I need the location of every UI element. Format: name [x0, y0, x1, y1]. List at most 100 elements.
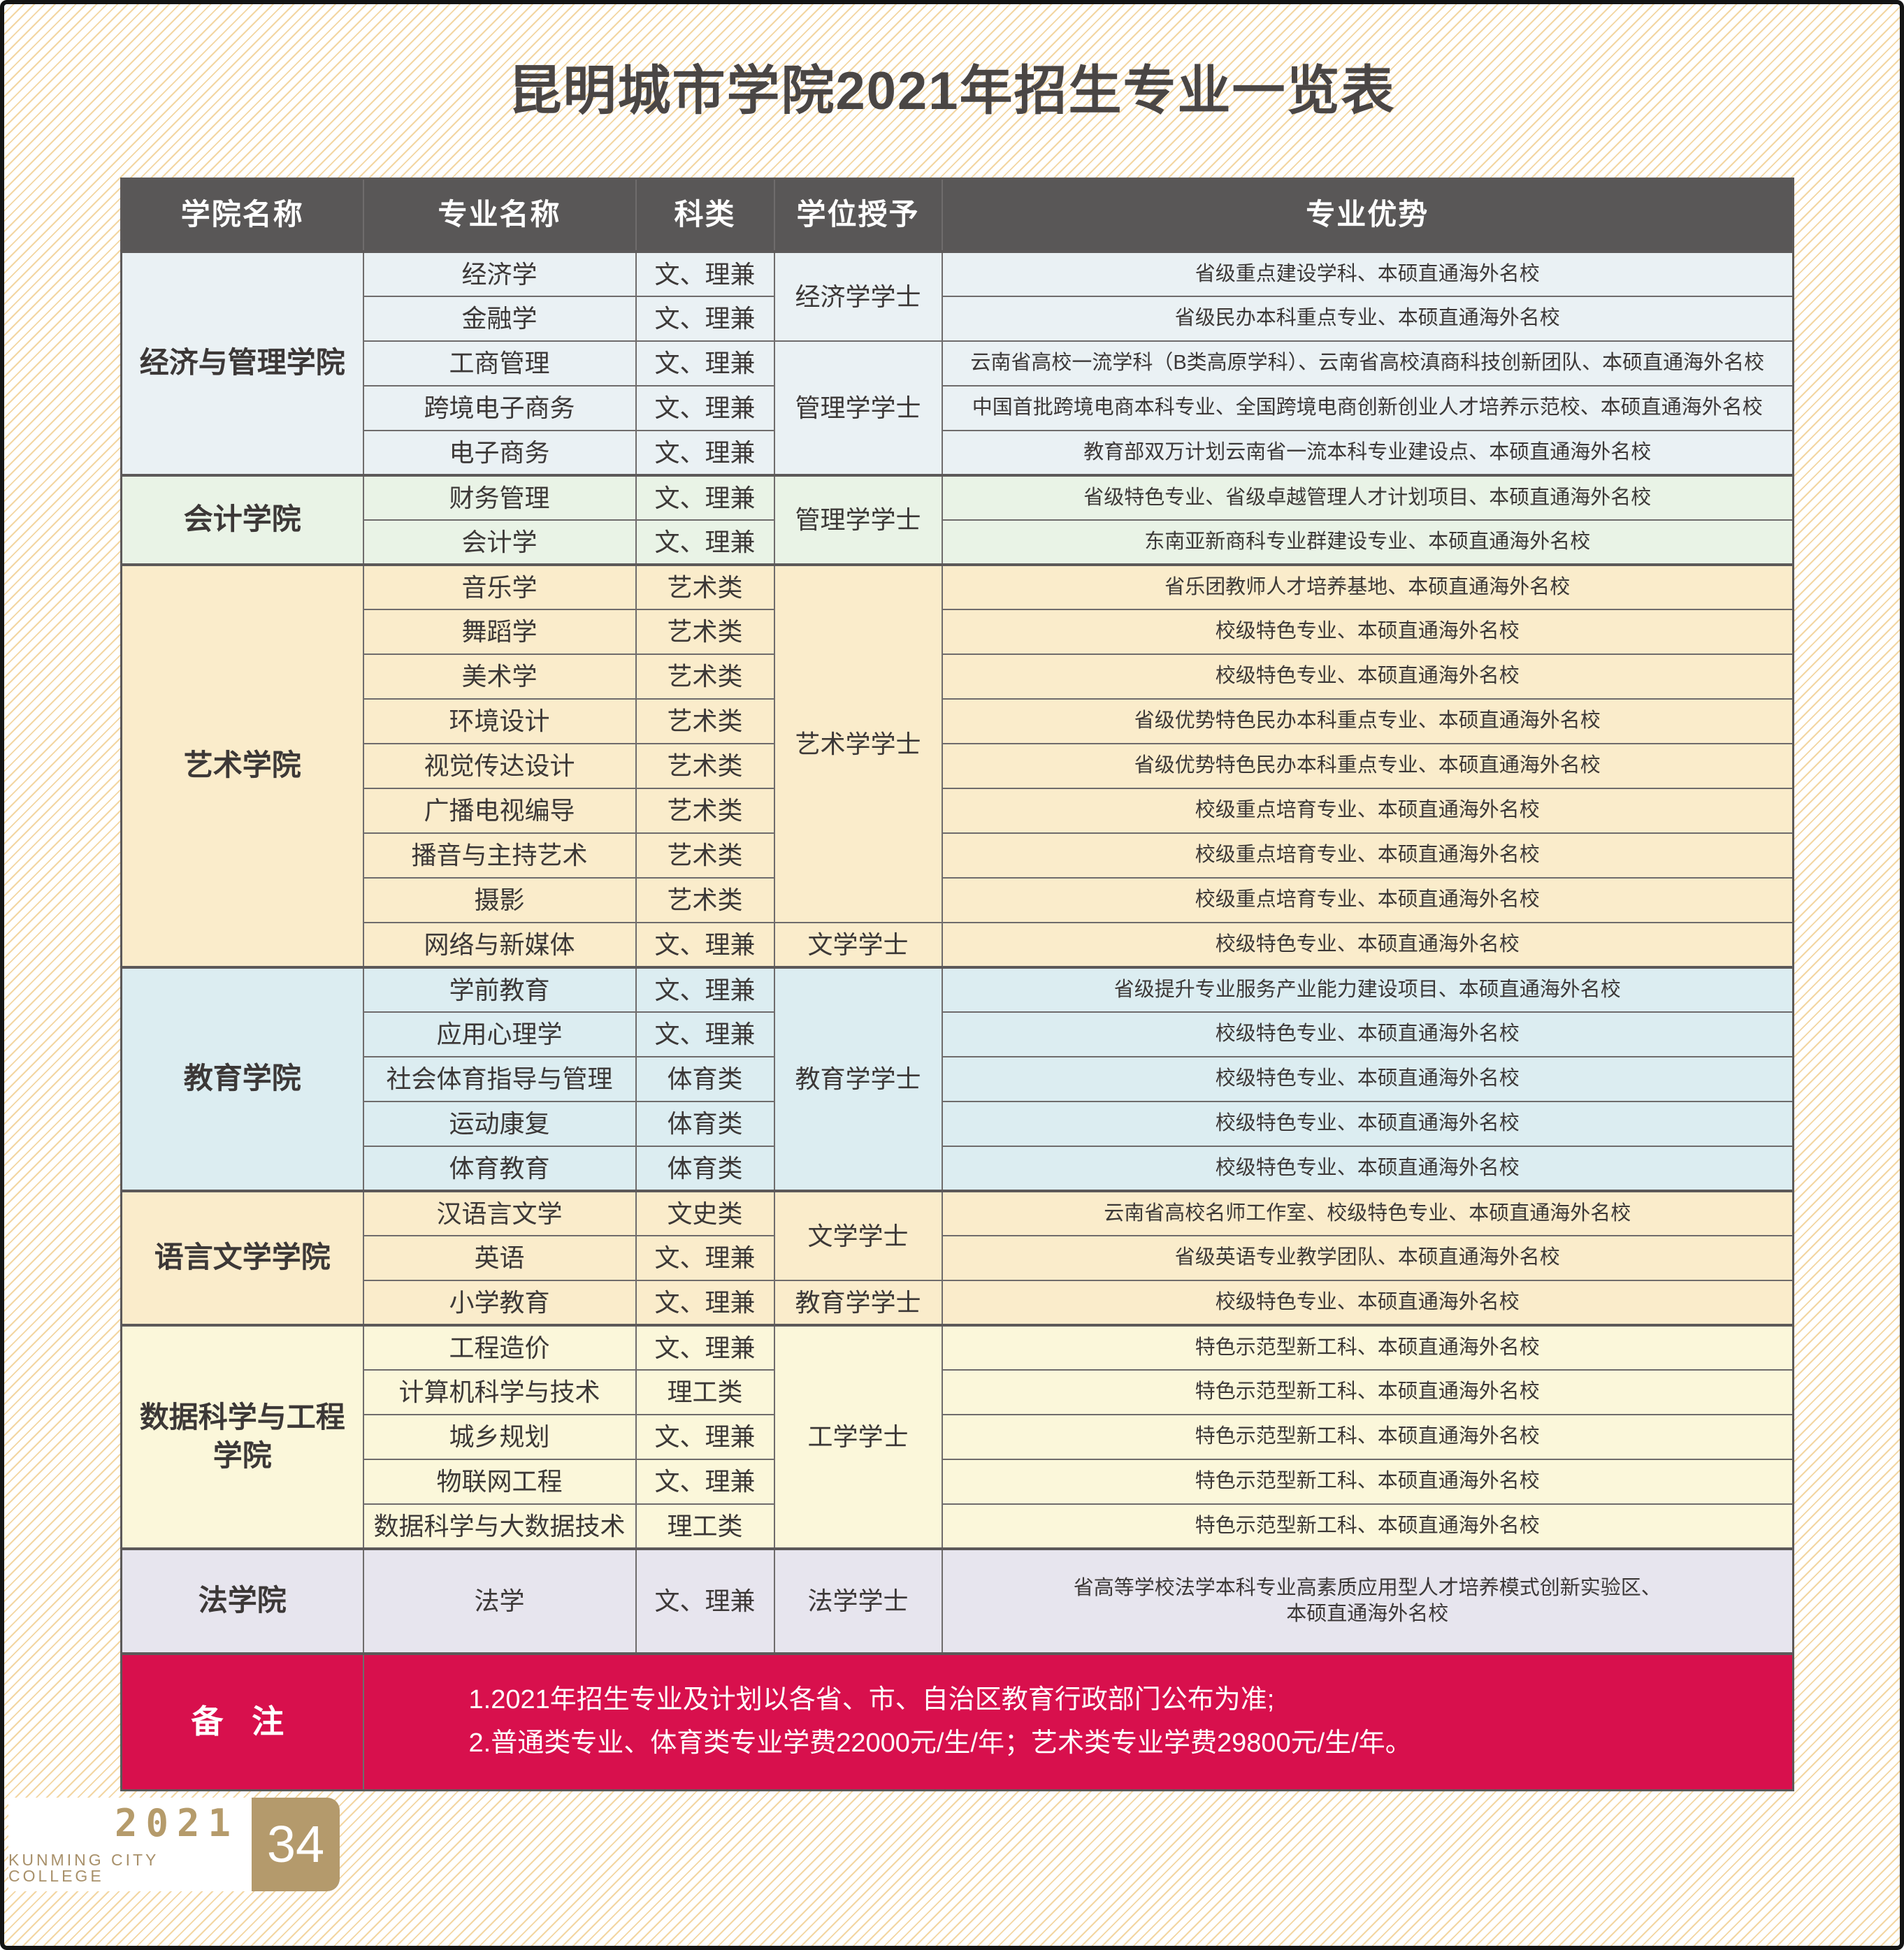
table-row: 广播电视编导 艺术类 校级重点培育专业、本硕直通海外名校	[122, 787, 1794, 834]
major-cell: 财务管理	[362, 473, 637, 521]
advantage-cell: 特色示范型新工科、本硕直通海外名校	[941, 1323, 1794, 1371]
category-cell: 艺术类	[635, 698, 775, 744]
category-cell: 艺术类	[635, 787, 775, 834]
category-cell: 文、理兼	[635, 340, 775, 387]
table-row: 教育学院 学前教育 文、理兼 教育学学士 省级提升专业服务产业能力建设项目、本硕…	[120, 965, 1794, 1192]
advantage-cell: 校级重点培育专业、本硕直通海外名校	[941, 876, 1794, 923]
category-cell: 艺术类	[635, 832, 775, 879]
major-cell: 法学	[362, 1547, 637, 1654]
footer-brand: 2021 KUNMING CITY COLLEGE	[8, 1798, 252, 1891]
category-cell: 文、理兼	[635, 1458, 775, 1505]
table-row: 数据科学与大数据技术 理工类 特色示范型新工科、本硕直通海外名校	[122, 1503, 1794, 1550]
page-number: 34	[266, 1815, 325, 1873]
page-title: 昆明城市学院2021年招生专业一览表	[508, 62, 1396, 121]
degree-cell: 教育学学士	[773, 1279, 943, 1326]
major-cell: 数据科学与大数据技术	[362, 1503, 637, 1550]
major-cell: 学前教育	[362, 965, 637, 1013]
table-row: 跨境电子商务 文、理兼 中国首批跨境电商本科专业、全国跨境电商创新创业人才培养示…	[122, 384, 1794, 431]
header-cell-major: 专业名称	[362, 178, 637, 252]
degree-cell: 教育学学士	[773, 965, 943, 1192]
major-cell: 物联网工程	[362, 1458, 637, 1505]
major-cell: 电子商务	[362, 429, 637, 476]
major-cell: 计算机科学与技术	[362, 1368, 637, 1415]
major-cell: 城乡规划	[362, 1413, 637, 1460]
header-cell-advantage: 专业优势	[941, 178, 1794, 252]
category-cell: 艺术类	[635, 876, 775, 923]
category-cell: 艺术类	[635, 563, 775, 610]
table-row: 艺术学院 音乐学 艺术类 艺术学学士 省乐团教师人才培养基地、本硕直通海外名校	[120, 563, 1794, 968]
major-cell: 摄影	[362, 876, 637, 923]
major-cell: 金融学	[362, 295, 637, 342]
category-cell: 文、理兼	[635, 250, 775, 297]
table-row: 环境设计 艺术类 省级优势特色民办本科重点专业、本硕直通海外名校	[122, 698, 1794, 744]
advantage-cell: 校级特色专业、本硕直通海外名校	[941, 1100, 1794, 1147]
table-row: 运动康复 体育类 校级特色专业、本硕直通海外名校	[122, 1100, 1794, 1147]
advantage-cell: 省级特色专业、省级卓越管理人才计划项目、本硕直通海外名校	[941, 473, 1794, 521]
advantage-cell: 校级特色专业、本硕直通海外名校	[941, 1145, 1794, 1192]
major-cell: 环境设计	[362, 698, 637, 744]
major-cell: 美术学	[362, 653, 637, 700]
major-cell: 运动康复	[362, 1100, 637, 1147]
table-row: 播音与主持艺术 艺术类 校级重点培育专业、本硕直通海外名校	[122, 832, 1794, 879]
advantage-cell: 东南亚新商科专业群建设专业、本硕直通海外名校	[941, 519, 1794, 565]
degree-cell: 法学学士	[773, 1547, 943, 1654]
advantage-cell: 省高等学校法学本科专业高素质应用型人才培养模式创新实验区、 本硕直通海外名校	[941, 1547, 1794, 1654]
remark-text: 1.2021年招生专业及计划以各省、市、自治区教育行政部门公布为准; 2.普通类…	[362, 1652, 1794, 1791]
advantage-cell: 校级重点培育专业、本硕直通海外名校	[941, 787, 1794, 834]
major-cell: 英语	[362, 1234, 637, 1281]
category-cell: 艺术类	[635, 653, 775, 700]
table-row: 城乡规划 文、理兼 特色示范型新工科、本硕直通海外名校	[122, 1413, 1794, 1460]
table-row: 体育教育 体育类 校级特色专业、本硕直通海外名校	[122, 1145, 1794, 1192]
category-cell: 文、理兼	[635, 1413, 775, 1460]
header-cell-degree: 学位授予	[773, 178, 943, 252]
major-cell: 体育教育	[362, 1145, 637, 1192]
table-row: 电子商务 文、理兼 教育部双万计划云南省一流本科专业建设点、本硕直通海外名校	[122, 429, 1794, 476]
advantage-cell: 特色示范型新工科、本硕直通海外名校	[941, 1458, 1794, 1505]
category-cell: 文、理兼	[635, 384, 775, 431]
table-row: 数据科学与工程学院 工程造价 文、理兼 工学学士 特色示范型新工科、本硕直通海外…	[120, 1323, 1794, 1550]
table-row: 应用心理学 文、理兼 校级特色专业、本硕直通海外名校	[122, 1011, 1794, 1057]
major-cell: 小学教育	[362, 1279, 637, 1326]
footer-year: 2021	[114, 1801, 239, 1845]
table-row: 网络与新媒体 文、理兼 文学学士 校级特色专业、本硕直通海外名校	[122, 921, 1794, 968]
table-row: 美术学 艺术类 校级特色专业、本硕直通海外名校	[122, 653, 1794, 700]
category-cell: 理工类	[635, 1368, 775, 1415]
table-row: 物联网工程 文、理兼 特色示范型新工科、本硕直通海外名校	[122, 1458, 1794, 1505]
table-row: 英语 文、理兼 省级英语专业教学团队、本硕直通海外名校	[122, 1234, 1794, 1281]
degree-cell: 艺术学学士	[773, 563, 943, 923]
major-cell: 广播电视编导	[362, 787, 637, 834]
category-cell: 体育类	[635, 1055, 775, 1102]
major-cell: 汉语言文学	[362, 1189, 637, 1236]
table-row: 舞蹈学 艺术类 校级特色专业、本硕直通海外名校	[122, 608, 1794, 655]
major-cell: 视觉传达设计	[362, 742, 637, 789]
major-cell: 跨境电子商务	[362, 384, 637, 431]
table-row: 计算机科学与技术 理工类 特色示范型新工科、本硕直通海外名校	[122, 1368, 1794, 1415]
header-cell-college: 学院名称	[120, 178, 364, 252]
category-cell: 文、理兼	[635, 965, 775, 1013]
category-cell: 文、理兼	[635, 921, 775, 968]
advantage-cell: 省级优势特色民办本科重点专业、本硕直通海外名校	[941, 698, 1794, 744]
advantage-cell: 省乐团教师人才培养基地、本硕直通海外名校	[941, 563, 1794, 610]
table-row: 语言文学学院 汉语言文学 文史类 文学学士 云南省高校名师工作室、校级特色专业、…	[120, 1189, 1794, 1326]
advantage-cell: 校级特色专业、本硕直通海外名校	[941, 921, 1794, 968]
category-cell: 文史类	[635, 1189, 775, 1236]
category-cell: 文、理兼	[635, 519, 775, 565]
advantage-cell: 特色示范型新工科、本硕直通海外名校	[941, 1503, 1794, 1550]
majors-table: 学院名称 专业名称 科类 学位授予 专业优势 经济与管理学院 经济学 文、理兼 …	[120, 178, 1794, 1791]
college-cell: 经济与管理学院	[120, 250, 364, 476]
remark-label: 备 注	[120, 1652, 364, 1791]
header-cell-category: 科类	[635, 178, 775, 252]
advantage-cell: 省级优势特色民办本科重点专业、本硕直通海外名校	[941, 742, 1794, 789]
table-row: 摄影 艺术类 校级重点培育专业、本硕直通海外名校	[122, 876, 1794, 923]
table-row: 工商管理 文、理兼 管理学学士 云南省高校一流学科（B类高原学科）、云南省高校滇…	[122, 340, 1794, 476]
degree-cell: 管理学学士	[773, 340, 943, 476]
table-row: 金融学 文、理兼 省级民办本科重点专业、本硕直通海外名校	[122, 295, 1794, 342]
advantage-cell: 校级特色专业、本硕直通海外名校	[941, 1055, 1794, 1102]
table-row: 经济与管理学院 经济学 文、理兼 经济学学士 省级重点建设学科、本硕直通海外名校	[120, 250, 1794, 476]
degree-cell: 文学学士	[773, 1189, 943, 1281]
major-cell: 音乐学	[362, 563, 637, 610]
table-row: 社会体育指导与管理 体育类 校级特色专业、本硕直通海外名校	[122, 1055, 1794, 1102]
category-cell: 文、理兼	[635, 1011, 775, 1057]
advantage-cell: 省级英语专业教学团队、本硕直通海外名校	[941, 1234, 1794, 1281]
page-number-badge: 34	[252, 1798, 340, 1891]
